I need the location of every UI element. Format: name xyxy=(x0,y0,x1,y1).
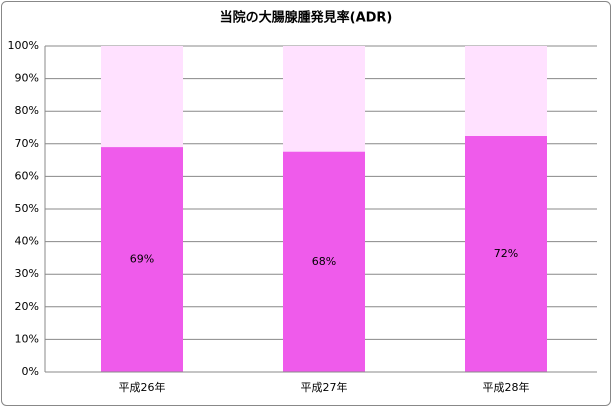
y-tick-label: 60% xyxy=(15,169,39,182)
data-label: 72% xyxy=(494,247,518,260)
y-tick-label: 100% xyxy=(8,39,39,52)
bar-segment xyxy=(101,46,183,148)
y-tick-label: 90% xyxy=(15,72,39,85)
y-tick-label: 50% xyxy=(15,202,39,215)
y-tick-label: 10% xyxy=(15,332,39,345)
data-label: 68% xyxy=(312,255,336,268)
bar-segment xyxy=(283,46,365,152)
x-tick-label: 平成27年 xyxy=(301,380,348,394)
y-tick-label: 30% xyxy=(15,267,39,280)
bar-segment xyxy=(283,151,365,372)
data-label: 69% xyxy=(130,253,154,266)
chart-title: 当院の大腸腺腫発見率(ADR) xyxy=(220,10,393,26)
y-tick-label: 70% xyxy=(15,137,39,150)
y-tick-label: 20% xyxy=(15,300,39,313)
bar-segment xyxy=(101,147,183,372)
x-tick-label: 平成26年 xyxy=(119,380,166,394)
y-tick-label: 80% xyxy=(15,104,39,117)
y-tick-label: 40% xyxy=(15,235,39,248)
y-tick-label: 0% xyxy=(22,365,39,378)
x-tick-label: 平成28年 xyxy=(483,380,530,394)
bar-segment xyxy=(465,135,547,372)
bar-segment xyxy=(465,46,547,136)
